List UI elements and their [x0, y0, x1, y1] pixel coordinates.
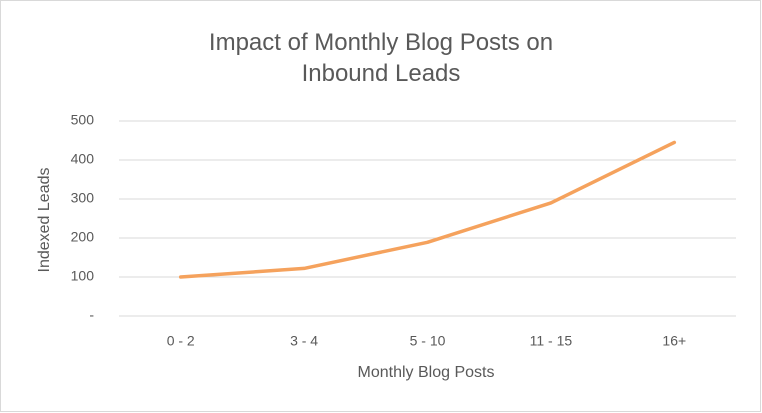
chart-title: Impact of Monthly Blog Posts on Inbound … [208, 29, 554, 87]
y-tick-label: - [89, 307, 94, 323]
y-tick-label: 300 [71, 190, 95, 206]
x-tick-label: 3 - 4 [290, 333, 318, 349]
x-axis-label: Monthly Blog Posts [358, 364, 495, 381]
y-tick-label: 200 [71, 229, 95, 245]
x-tick-label: 5 - 10 [410, 333, 446, 349]
x-tick-label: 16+ [662, 333, 686, 349]
data-line [178, 140, 677, 279]
y-axis-label: Indexed Leads [36, 168, 53, 273]
y-tick-label: 500 [71, 112, 95, 128]
x-tick-label: 11 - 15 [530, 333, 573, 349]
y-tick-label: 400 [71, 151, 95, 167]
y-tick-label: 100 [71, 268, 95, 284]
x-tick-label: 0 - 2 [167, 333, 195, 349]
